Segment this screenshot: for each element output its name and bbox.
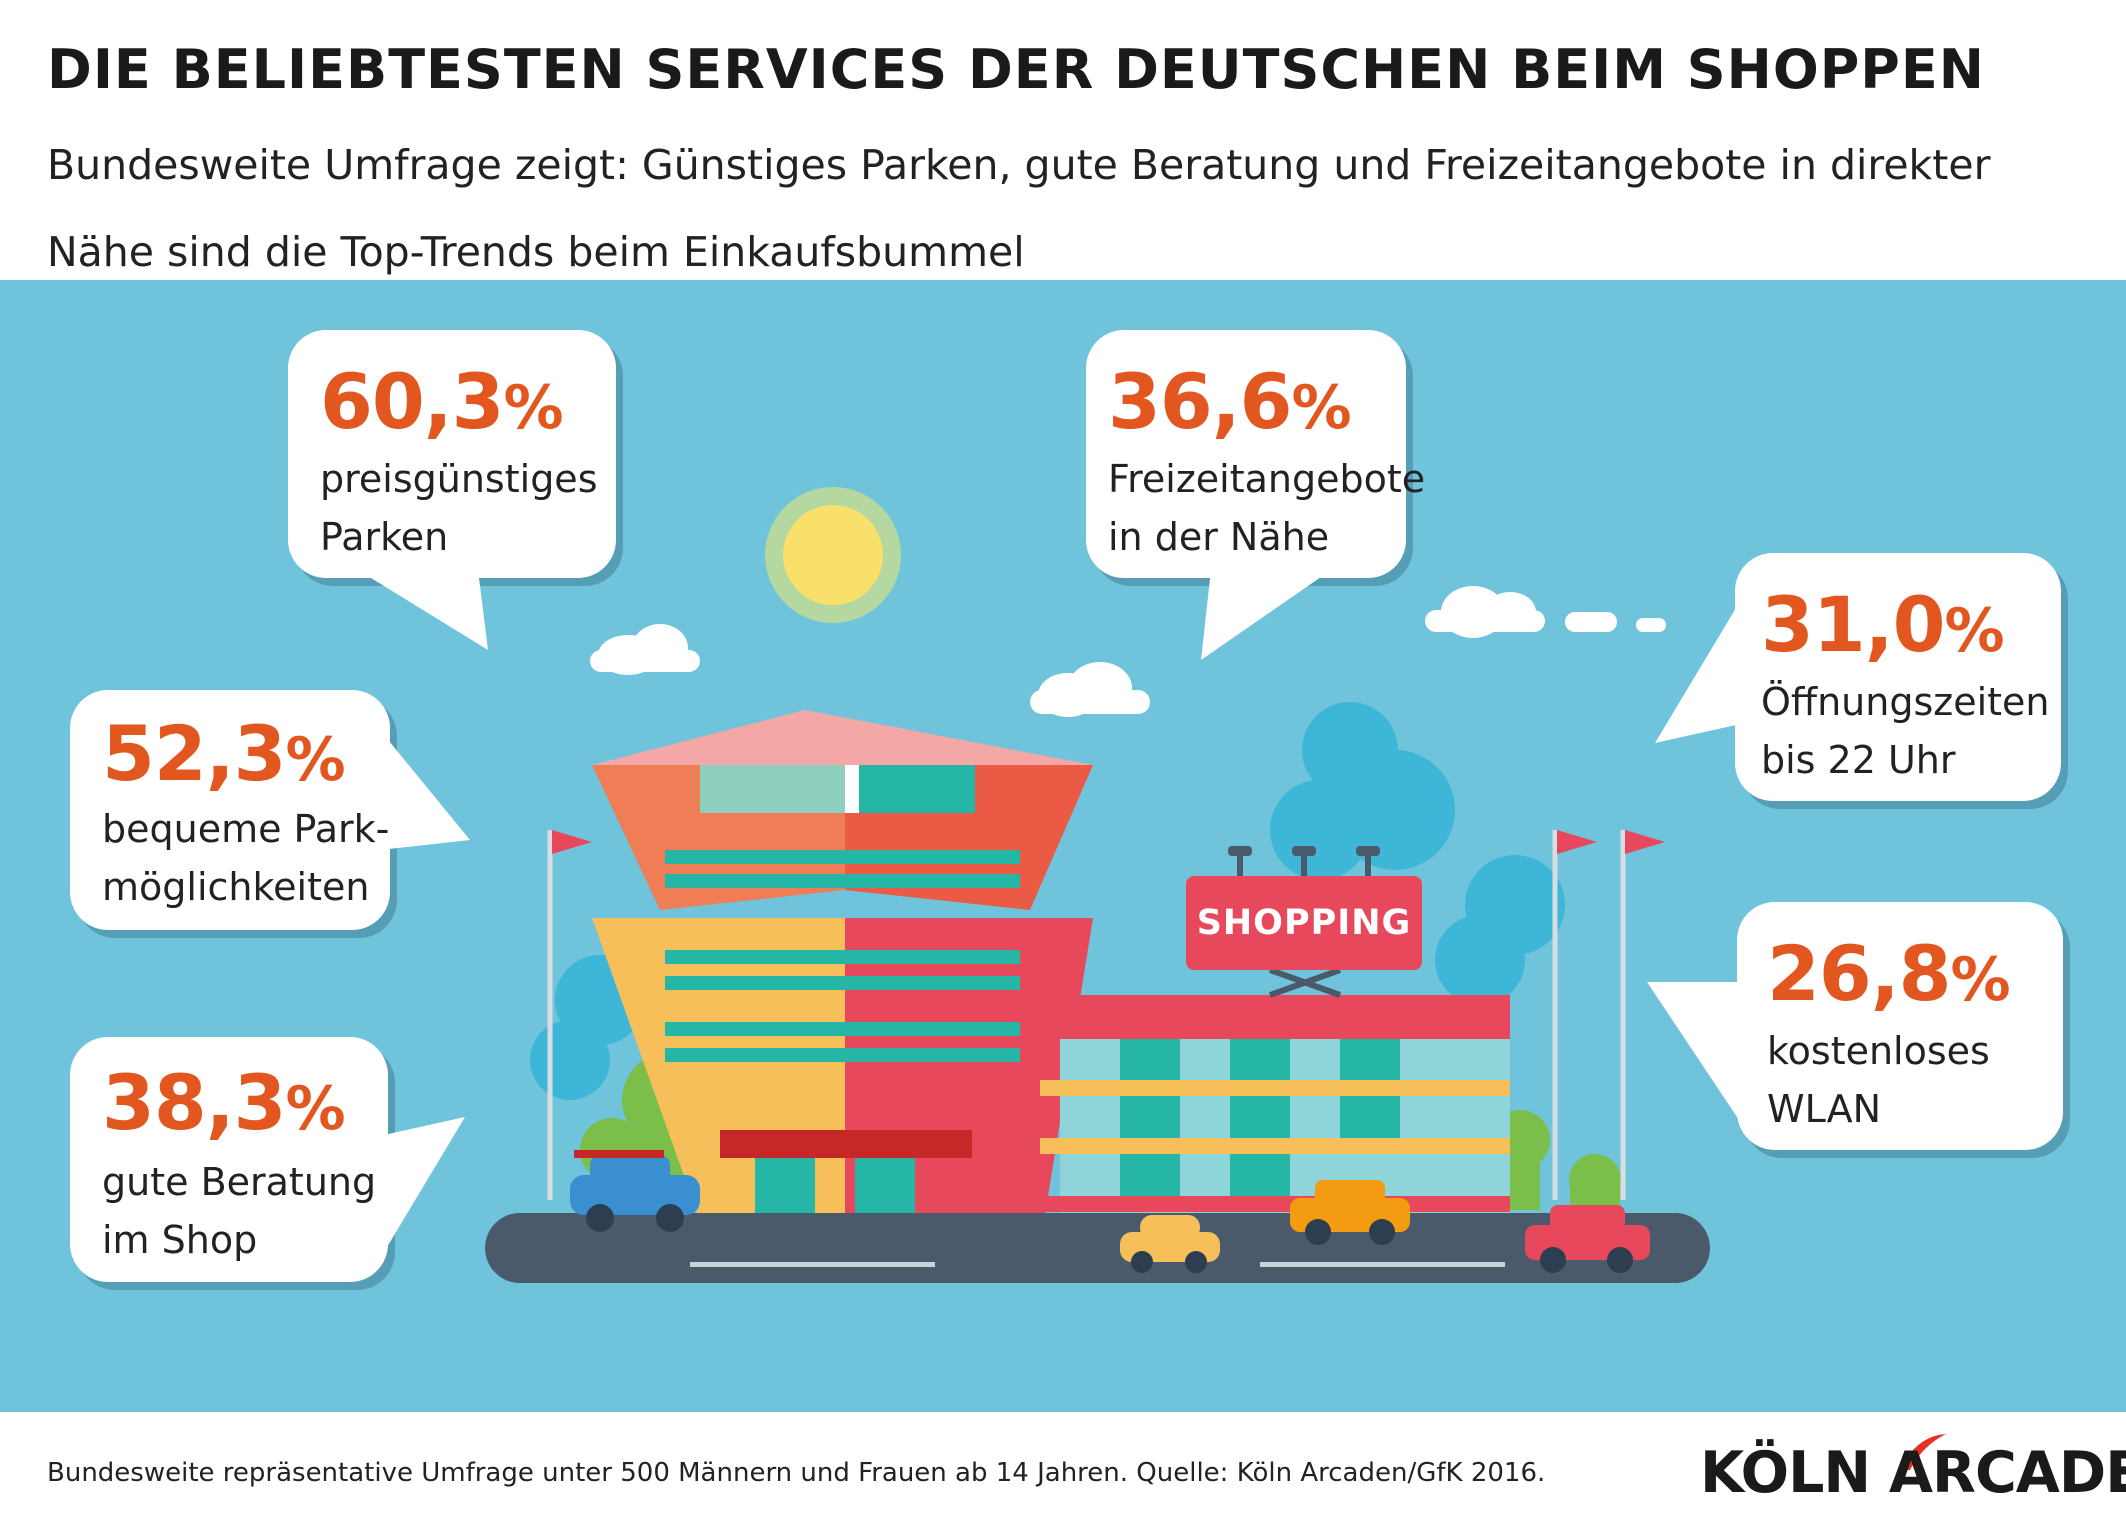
shopping-sign: SHOPPING <box>1186 876 1422 970</box>
stat-label: gute Beratung <box>102 1160 377 1204</box>
car-icon <box>1120 1215 1220 1273</box>
stat-value: 38,3 <box>102 1058 287 1147</box>
bubble-tail <box>1655 593 1745 743</box>
percent-sign: % <box>1944 596 2005 666</box>
background-trees <box>530 702 1565 1100</box>
percent-sign: % <box>285 725 346 795</box>
stat-value: 26,8 <box>1767 929 1952 1018</box>
bubble-tail <box>380 730 470 850</box>
stat-value: 31,0 <box>1761 580 1946 669</box>
cloud-icon <box>1030 662 1150 717</box>
stat-bubble-advice: 38,3% gute Beratung im Shop <box>70 1037 465 1282</box>
brand-logo: KÖLN ARCADEN <box>1700 1440 2126 1506</box>
car-icon <box>1290 1180 1410 1245</box>
stat-label: möglichkeiten <box>102 865 370 909</box>
car-icon <box>1525 1205 1650 1273</box>
percent-sign: % <box>1291 373 1352 443</box>
bubble-tail <box>375 1117 465 1267</box>
main-building <box>592 710 1093 1215</box>
shopping-mall-illustration <box>485 487 1710 1283</box>
stat-bubble-wifi: 26,8% kostenloses WLAN <box>1647 902 2063 1150</box>
percent-sign: % <box>503 373 564 443</box>
cloud-icon <box>1425 586 1666 638</box>
stat-label: Parken <box>320 515 449 559</box>
stat-label: WLAN <box>1767 1087 1882 1131</box>
car-icon <box>570 1150 700 1232</box>
stat-label: kostenloses <box>1767 1029 1990 1073</box>
logo-swoosh-icon <box>1900 1434 1946 1470</box>
annex-building <box>1040 995 1510 1215</box>
stat-label: bis 22 Uhr <box>1761 738 1956 782</box>
stat-value: 60,3 <box>320 357 505 446</box>
sun-icon <box>765 487 901 623</box>
stat-bubble-leisure: 36,6% Freizeitangebote in der Nähe <box>1086 330 1425 660</box>
flag-pole <box>547 830 1626 1200</box>
bubble-tail <box>1201 570 1331 660</box>
bubble-tail <box>358 570 488 650</box>
stat-bubble-parking-cheap: 60,3% preisgünstiges Parken <box>288 330 616 650</box>
bubble-tail <box>1647 982 1747 1132</box>
page-title: DIE BELIEBTESTEN SERVICES DER DEUTSCHEN … <box>47 38 1985 101</box>
percent-sign: % <box>285 1074 346 1144</box>
stat-label: Freizeitangebote <box>1108 457 1426 501</box>
cloud-icon <box>590 624 700 675</box>
stat-value: 36,6 <box>1108 357 1293 446</box>
shopping-sign-text: SHOPPING <box>1196 903 1412 943</box>
stat-value: 52,3 <box>102 709 287 798</box>
stat-label: im Shop <box>102 1218 258 1262</box>
page-subtitle: Bundesweite Umfrage zeigt: Günstiges Par… <box>47 141 1991 276</box>
stat-label: Öffnungszeiten <box>1761 680 2050 724</box>
source-note: Bundesweite repräsentative Umfrage unter… <box>47 1458 1546 1488</box>
stat-label: bequeme Park- <box>102 807 390 851</box>
sign-supports <box>1268 967 1342 998</box>
percent-sign: % <box>1950 945 2011 1015</box>
flag-icon <box>552 830 1665 854</box>
stat-bubble-parking-options: 52,3% bequeme Park- möglichkeiten <box>70 690 470 930</box>
stat-label: preisgünstiges <box>320 457 598 501</box>
stat-bubble-opening-hours: 31,0% Öffnungszeiten bis 22 Uhr <box>1655 553 2061 801</box>
stat-label: in der Nähe <box>1108 515 1330 559</box>
lamp-icon <box>1228 846 1380 876</box>
